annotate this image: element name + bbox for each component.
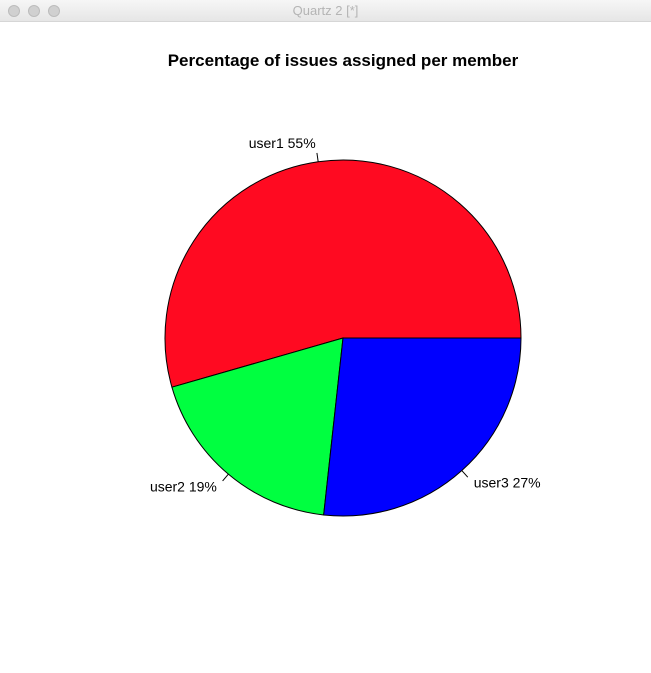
title-bar: Quartz 2 [*] bbox=[0, 0, 651, 22]
pie-slice-user3 bbox=[323, 337, 522, 517]
minimize-window-button[interactable] bbox=[28, 5, 40, 17]
pie-slices bbox=[164, 159, 522, 517]
pie-label-tick-user3 bbox=[461, 470, 469, 478]
chart-title: Percentage of issues assigned per member bbox=[168, 51, 519, 70]
pie-label-user1: user1 55% bbox=[249, 135, 316, 151]
zoom-window-button[interactable] bbox=[48, 5, 60, 17]
pie-label-tick-user2 bbox=[222, 473, 229, 482]
window-title: Quartz 2 [*] bbox=[292, 3, 359, 18]
pie-chart: Percentage of issues assigned per member… bbox=[150, 51, 541, 517]
pie-labels: user1 55% user2 19% user3 27% bbox=[150, 135, 541, 495]
pie-label-user2: user2 19% bbox=[150, 478, 217, 494]
pie-label-user3: user3 27% bbox=[474, 474, 541, 490]
pie-label-tick-user1 bbox=[316, 152, 319, 162]
pie-slice-user1 bbox=[164, 159, 522, 388]
pie-slice-user2 bbox=[171, 337, 344, 516]
plot-area: Percentage of issues assigned per member… bbox=[0, 22, 651, 673]
close-window-button[interactable] bbox=[8, 5, 20, 17]
